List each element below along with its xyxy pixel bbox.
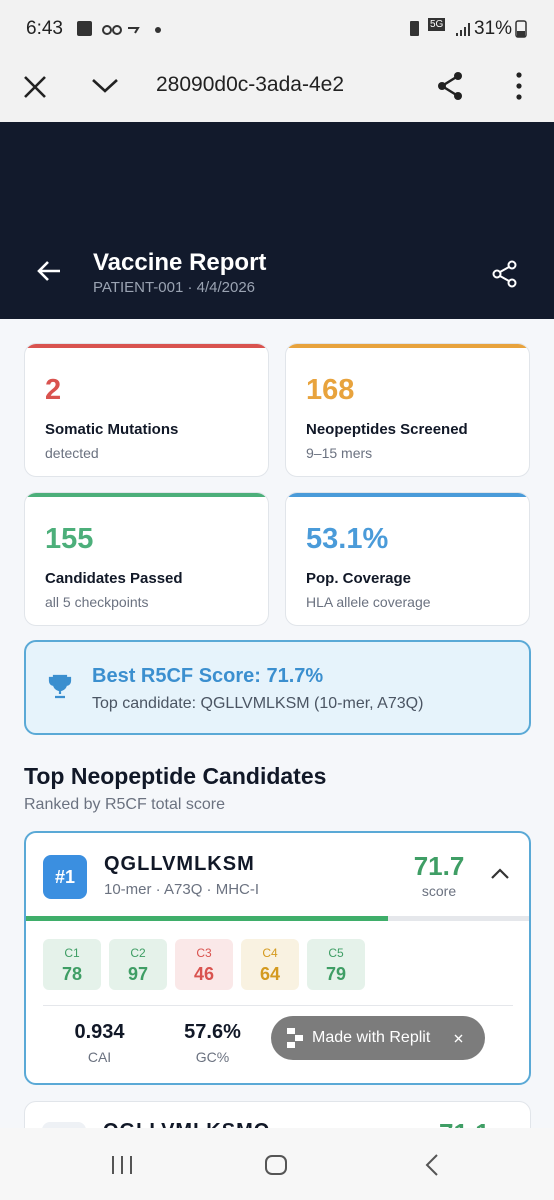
score-track <box>26 916 529 921</box>
trophy-icon <box>48 674 72 699</box>
stat-accent <box>286 344 529 348</box>
checkpoint-value: 64 <box>259 964 281 984</box>
stat-note: HLA allele coverage <box>306 594 431 610</box>
stat-accent <box>25 493 268 497</box>
stat-card: 155 Candidates Passed all 5 checkpoints <box>24 492 269 626</box>
checkpoint-value: 97 <box>127 964 149 984</box>
stat-label: Neopeptides Screened <box>306 421 468 438</box>
metric-value: 0.934 <box>74 1021 125 1043</box>
status-icons <box>77 21 161 36</box>
share-report-button[interactable] <box>492 260 518 288</box>
metric-value: 57.6% <box>184 1021 241 1043</box>
checkpoint-label: C5 <box>328 946 344 960</box>
checkpoint-chip: C4 64 <box>241 939 299 990</box>
candidate-meta: 10-mer · A73Q · MHC-I <box>104 881 260 898</box>
close-button[interactable] <box>22 74 48 100</box>
stat-accent <box>286 493 529 497</box>
section-title: Top Neopeptide Candidates <box>24 763 327 789</box>
stat-label: Candidates Passed <box>45 570 183 587</box>
checkpoint-chip: C3 46 <box>175 939 233 990</box>
peptide: QGLLVMLKSM <box>104 853 255 875</box>
stat-note: 9–15 mers <box>306 445 373 461</box>
score-label: score <box>421 883 457 899</box>
stat-note: detected <box>45 445 99 461</box>
stat-note: all 5 checkpoints <box>45 594 149 610</box>
toast[interactable]: Made with Replit <box>271 1016 485 1060</box>
replit-logo <box>287 1028 303 1048</box>
score-bar <box>26 916 389 921</box>
status-bar: 6:43 5G 31% <box>0 0 554 56</box>
stat-label: Somatic Mutations <box>45 421 179 438</box>
stat-value: 2 <box>45 374 62 406</box>
back-button[interactable] <box>36 260 62 282</box>
checkpoint-value: 78 <box>61 964 83 984</box>
home-button[interactable] <box>264 1154 288 1176</box>
stat-accent <box>25 344 268 348</box>
metric-label: CAI <box>87 1049 112 1065</box>
checkpoint-label: C3 <box>196 946 212 960</box>
checkpoint-value: 79 <box>325 964 347 984</box>
checkpoint-value: 46 <box>193 964 215 984</box>
stat-card: 168 Neopeptides Screened 9–15 mers <box>285 343 530 477</box>
expand-toggle[interactable] <box>490 867 510 881</box>
browser-bar: 28090d0c-3ada-4e2 <box>0 56 554 122</box>
checkpoint-chip: C5 79 <box>307 939 365 990</box>
metric-label: GC% <box>195 1049 230 1065</box>
stat-value: 168 <box>306 374 355 406</box>
battery: 31% <box>474 18 513 39</box>
toast-close[interactable] <box>454 1034 463 1043</box>
stat-card: 2 Somatic Mutations detected <box>24 343 269 477</box>
stat-card: 53.1% Pop. Coverage HLA allele coverage <box>285 492 530 626</box>
checkpoint-chip: C2 97 <box>109 939 167 990</box>
divider <box>43 1005 513 1006</box>
network: 5G <box>428 18 446 31</box>
app-header: Vaccine Report PATIENT-001 · 4/4/2026 <box>0 122 554 319</box>
title: Vaccine Report <box>93 249 267 276</box>
time: 6:43 <box>26 18 63 39</box>
stat-value: 155 <box>45 523 94 555</box>
recents-button[interactable] <box>110 1155 134 1175</box>
menu-button[interactable] <box>512 70 526 102</box>
checkpoint-label: C2 <box>130 946 146 960</box>
rank-badge: #1 <box>43 855 87 899</box>
stat-value: 53.1% <box>306 523 389 555</box>
stat-label: Pop. Coverage <box>306 570 412 587</box>
collapse-button[interactable] <box>90 76 120 96</box>
best-score-title: Best R5CF Score: 71.7% <box>92 665 324 687</box>
nav-bar <box>0 1128 554 1200</box>
checkpoint-chip: C1 78 <box>43 939 101 990</box>
section-subtitle: Ranked by R5CF total score <box>24 796 225 813</box>
share-button[interactable] <box>436 70 466 102</box>
subtitle: PATIENT-001 · 4/4/2026 <box>93 279 256 296</box>
toast-text: Made with Replit <box>312 1029 431 1046</box>
signal-icons <box>410 21 470 36</box>
checkpoint-label: C1 <box>64 946 80 960</box>
score: 71.7 <box>413 851 465 881</box>
back-nav-button[interactable] <box>424 1153 440 1177</box>
best-score-detail: Top candidate: QGLLVMLKSM (10-mer, A73Q) <box>92 695 424 712</box>
url[interactable]: 28090d0c-3ada-4e2 <box>156 73 344 96</box>
battery-icon <box>515 20 527 38</box>
checkpoint-label: C4 <box>262 946 278 960</box>
best-score-card: Best R5CF Score: 71.7% Top candidate: QG… <box>24 640 531 735</box>
